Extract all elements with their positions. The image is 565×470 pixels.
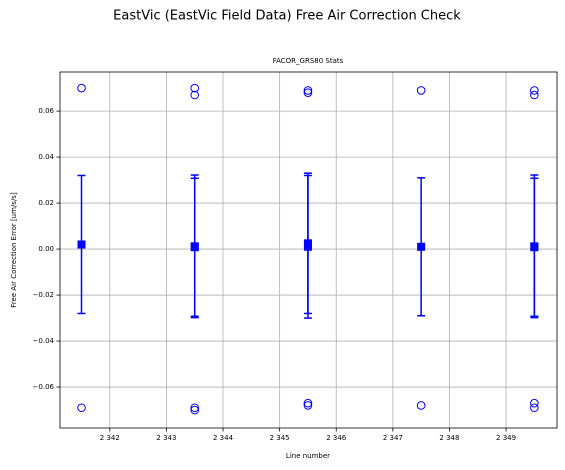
x-tick-label: 2 342 <box>100 434 120 442</box>
chart-title: EastVic (EastVic Field Data) Free Air Co… <box>113 9 461 24</box>
mean-marker <box>417 242 426 251</box>
x-axis-label: Line number <box>286 452 330 460</box>
outlier <box>190 83 200 93</box>
x-tick-label: 2 345 <box>270 434 290 442</box>
y-tick-label: 0.06 <box>38 107 54 115</box>
outlier <box>77 83 86 93</box>
plot-frame <box>59 71 558 429</box>
chart-subtitle: FACOR_GRS80 Stats <box>273 57 344 65</box>
y-tick-label: −0.04 <box>33 337 55 345</box>
x-tick-label: 2 348 <box>439 434 459 442</box>
x-tick-label: 2 344 <box>213 434 234 442</box>
y-tick-label: 0.04 <box>38 153 54 161</box>
outlier <box>303 401 313 410</box>
mean-marker <box>303 242 312 251</box>
mean-marker <box>77 240 86 249</box>
outlier <box>77 403 86 413</box>
x-tick-label: 2 346 <box>326 434 347 442</box>
x-tick-label: 2 343 <box>156 434 176 442</box>
y-tick-label: 0.02 <box>38 199 54 207</box>
outlier <box>190 403 200 413</box>
outlier <box>416 401 426 410</box>
outlier <box>416 86 426 95</box>
y-tick-label: −0.06 <box>33 383 55 391</box>
x-tick-label: 2 349 <box>496 434 516 442</box>
outlier <box>530 86 539 95</box>
outlier <box>530 403 539 413</box>
y-tick-label: −0.02 <box>33 291 54 299</box>
outlier <box>303 86 313 95</box>
outlier <box>303 398 313 408</box>
y-axis-label: Free Air Correction Error [um/s/s] <box>10 192 18 308</box>
outlier <box>190 90 200 100</box>
outlier <box>303 88 313 97</box>
outlier <box>530 398 539 408</box>
mean-marker <box>530 243 539 252</box>
mean-marker <box>190 243 199 252</box>
outlier <box>530 90 539 100</box>
outlier <box>190 405 200 415</box>
y-tick-label: 0.00 <box>38 245 54 253</box>
x-tick-label: 2 347 <box>383 434 403 442</box>
